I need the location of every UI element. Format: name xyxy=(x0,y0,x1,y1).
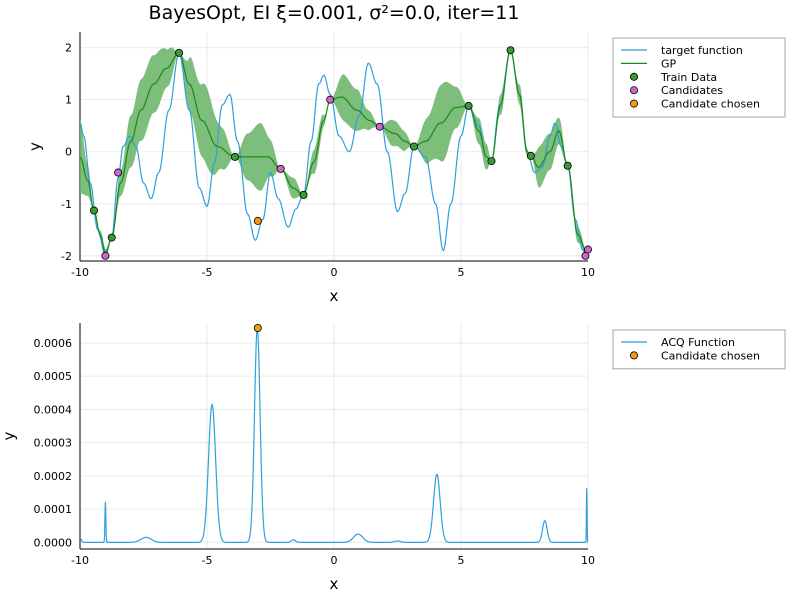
x-tick-label: -5 xyxy=(202,266,213,279)
train-data-point xyxy=(410,142,419,151)
x-tick-label: 0 xyxy=(331,554,338,567)
x-tick-label: 5 xyxy=(458,554,465,567)
train-data-point xyxy=(464,101,473,110)
legend-swatch-marker xyxy=(630,86,639,95)
legend-entry-label: Candidate chosen xyxy=(661,98,760,111)
legend-entry-label: target function xyxy=(661,44,743,57)
legend-box xyxy=(612,37,786,118)
x-tick-label: -5 xyxy=(202,554,213,567)
candidate-point xyxy=(375,122,384,131)
legend-entry-label: Candidates xyxy=(661,84,723,97)
x-tick-label: 5 xyxy=(458,266,465,279)
train-data-point xyxy=(487,157,496,166)
train-data-point xyxy=(299,190,308,199)
bottom-plot: -10 -5 0 5 10 0.0000 0.0001 0.0002 0.0003 0.0004 0… xyxy=(0,323,595,593)
legend-box xyxy=(612,329,786,370)
train-data-point xyxy=(526,151,535,160)
train-data-point xyxy=(230,152,239,161)
bottom-plot-area xyxy=(80,325,588,543)
candidate-point xyxy=(326,95,335,104)
y-tick-label: 0.0005 xyxy=(34,370,73,383)
train-data-point xyxy=(563,161,572,170)
legend-swatch-marker xyxy=(630,72,639,81)
y-axis-label: y xyxy=(26,142,44,151)
train-data-point xyxy=(506,46,515,55)
top-chart-title: BayesOpt, EI ξ=0.001, σ²=0.0, iter=11 xyxy=(149,2,520,24)
legend-entry-label: Train Data xyxy=(660,71,717,84)
candidate-point xyxy=(101,251,110,260)
x-tick-label: 0 xyxy=(331,266,338,279)
legend-entry-label: Candidate chosen xyxy=(661,349,760,362)
y-tick-label: -2 xyxy=(61,250,72,263)
candidate-point xyxy=(114,168,123,177)
y-tick-label: 0.0000 xyxy=(34,536,73,549)
y-axis-label: y xyxy=(0,431,18,440)
y-tick-label: 2 xyxy=(65,42,72,55)
x-axis-label: x xyxy=(330,287,339,305)
candidate-chosen-point xyxy=(253,323,262,332)
y-tick-label: 0.0004 xyxy=(34,403,73,416)
legend-entry-label: GP xyxy=(661,57,677,70)
x-tick-label: -10 xyxy=(71,554,89,567)
train-data-point xyxy=(89,206,98,215)
y-tick-label: -1 xyxy=(61,198,72,211)
legend-swatch-marker xyxy=(630,99,639,108)
acq-function-line xyxy=(80,325,588,543)
candidate-point xyxy=(276,164,285,173)
candidate-chosen-point xyxy=(253,216,262,225)
legend-swatch-marker xyxy=(630,351,639,360)
legend-entry-label: ACQ Function xyxy=(661,336,735,349)
x-tick-label: 10 xyxy=(581,266,595,279)
y-tick-label: 0.0001 xyxy=(34,503,73,516)
candidate-point xyxy=(584,245,593,254)
train-data-point xyxy=(175,48,184,57)
gp-confidence-band xyxy=(80,47,588,258)
y-tick-label: 0.0006 xyxy=(34,337,73,350)
y-tick-label: 0.0002 xyxy=(34,470,73,483)
y-tick-label: 1 xyxy=(65,94,72,107)
y-tick-label: 0 xyxy=(65,146,72,159)
x-axis-label: x xyxy=(330,575,339,593)
train-data-point xyxy=(107,233,116,242)
y-tick-label: 0.0003 xyxy=(34,437,73,450)
x-tick-label: -10 xyxy=(71,266,89,279)
x-tick-label: 10 xyxy=(581,554,595,567)
